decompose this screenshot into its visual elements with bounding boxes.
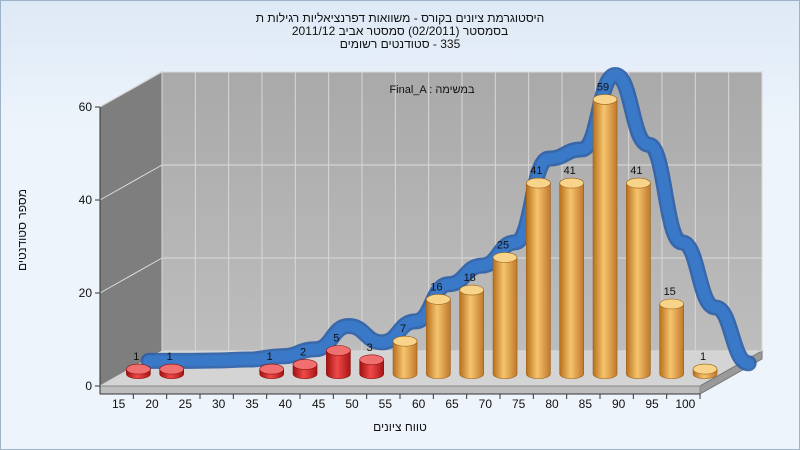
bar-body [392, 340, 418, 380]
bar-top [626, 177, 651, 189]
bar-body [592, 99, 618, 380]
x-tick-label: 75 [512, 397, 526, 411]
bar-40 [292, 359, 318, 380]
bar-top [326, 345, 351, 356]
gridline-side [99, 71, 163, 108]
bar-body [326, 350, 351, 380]
x-tick-label: 95 [645, 397, 659, 411]
bar-value-label: 1 [167, 351, 173, 363]
bar-65 [459, 284, 485, 380]
bar-value-label: 16 [430, 281, 442, 293]
bar-top [659, 298, 685, 310]
bar-100 [692, 363, 718, 380]
gridline-side [99, 164, 163, 201]
bar-85 [592, 94, 618, 380]
bar-80 [559, 177, 585, 380]
bar-top [359, 354, 385, 366]
x-tick-label: 70 [479, 397, 493, 411]
bar-value-label: 41 [530, 165, 542, 177]
bar-body [626, 182, 651, 380]
title-line-3: 335 - סטודנטים רשומים [339, 37, 461, 51]
bar-value-label: 5 [333, 333, 339, 345]
bar-value-label: 7 [400, 323, 406, 335]
x-tick-label: 80 [545, 397, 559, 411]
bar-top [426, 294, 451, 305]
bar-50 [359, 354, 385, 380]
bar-value-label: 41 [564, 165, 576, 177]
bar-20 [159, 363, 184, 380]
bar-top [492, 252, 518, 263]
bar-value-label: 1 [700, 351, 706, 363]
bar-top [259, 363, 285, 375]
x-tick-label: 50 [345, 397, 359, 411]
bar-top [559, 177, 585, 189]
bar-body [459, 289, 484, 380]
bar-body [659, 303, 684, 380]
x-tick-label: 15 [112, 397, 126, 411]
bar-body [359, 359, 384, 380]
x-tick-label: 90 [612, 397, 626, 411]
bar-15 [126, 363, 151, 380]
x-tick-label: 60 [412, 397, 426, 411]
bar-95 [659, 298, 685, 380]
bar-60 [426, 294, 451, 380]
bar-body [492, 257, 518, 380]
x-tick-label: 40 [279, 397, 293, 411]
x-tick-label: 20 [145, 397, 159, 411]
y-tick-label: 40 [79, 193, 93, 207]
y-tick-label: 60 [79, 100, 93, 114]
bar-value-label: 59 [597, 81, 609, 93]
y-axis-label: מספר סטודנטים [15, 188, 29, 272]
bar-value-label: 25 [497, 240, 509, 252]
x-tick-label: 85 [579, 397, 593, 411]
x-axis-label: טווח ציונים [373, 420, 427, 434]
bar-top [692, 363, 718, 375]
bar-value-label: 1 [133, 351, 139, 363]
bar-body [559, 182, 584, 380]
title-line-2: בסמסטר (02/2011) סמסטר אביב 2011/12 [291, 24, 509, 38]
bar-value-label: 15 [664, 286, 676, 298]
bar-70 [492, 252, 518, 380]
y-tick-label: 20 [79, 286, 93, 300]
x-tick-label: 45 [312, 397, 326, 411]
bar-35 [259, 363, 285, 380]
bar-45 [326, 345, 351, 380]
bar-top [459, 284, 485, 296]
chart-floor-front [99, 385, 701, 395]
x-tick-label: 25 [179, 397, 193, 411]
bar-top [526, 177, 551, 189]
chart-annotation: Final_A : במשימה [389, 84, 475, 96]
bar-body [526, 182, 551, 380]
bar-top [292, 359, 318, 370]
bar-top [592, 94, 618, 105]
bar-value-label: 2 [300, 346, 306, 358]
bar-55 [392, 335, 418, 380]
bar-value-label: 1 [267, 351, 273, 363]
title-line-1: היסטוגרמת ציונים בקורס - משוואות דפרנציא… [255, 11, 545, 25]
gridline-side [99, 257, 163, 294]
y-tick-label: 0 [85, 379, 92, 393]
bar-body [426, 299, 451, 380]
chart-title: היסטוגרמת ציונים בקורס - משוואות דפרנציא… [0, 12, 800, 51]
distribution-curve [143, 69, 755, 369]
x-tick-label: 65 [445, 397, 459, 411]
x-tick-label: 100 [675, 397, 695, 411]
bar-90 [626, 177, 651, 380]
x-tick-label: 30 [212, 397, 226, 411]
bar-value-label: 18 [464, 272, 476, 284]
bar-75 [526, 177, 551, 380]
bar-value-label: 41 [630, 165, 642, 177]
bar-top [392, 335, 418, 347]
x-tick-label: 55 [379, 397, 393, 411]
bar-top [159, 363, 184, 375]
x-tick-label: 35 [245, 397, 259, 411]
chart-side-wall [99, 71, 163, 387]
bar-value-label: 3 [367, 342, 373, 354]
bar-top [126, 363, 151, 375]
